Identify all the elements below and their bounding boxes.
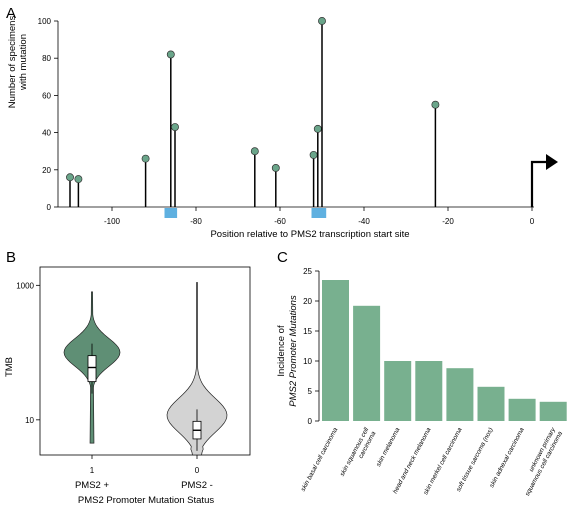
- lollipop-point: [313, 124, 322, 133]
- motif-box: [311, 208, 327, 218]
- bar: [477, 386, 505, 421]
- x-tick-label: -80: [190, 217, 202, 226]
- panel-c-x-axis: skin basal cell carcinoma skin squamous c…: [300, 426, 565, 497]
- panel-b-ylabel: TMB: [4, 357, 15, 377]
- x-tick-label: 0: [195, 466, 200, 475]
- y-tick-label: 60: [42, 91, 51, 100]
- panel-c-bars: [322, 280, 567, 421]
- lollipop-point: [171, 123, 179, 131]
- y-tick-label: 15: [303, 327, 312, 336]
- panel-a-lollipops: [66, 17, 440, 207]
- panel-a-ylabel-line1: Number of specimens: [7, 16, 18, 109]
- y-tick-label: 0: [308, 417, 313, 426]
- bar: [539, 401, 567, 421]
- y-tick-label: 10: [25, 416, 34, 425]
- x-category-label-line: skin basal cell carcinoma: [300, 426, 340, 492]
- panel-a-x-axis: -100 -80 -60 -40 -20 0: [58, 206, 535, 226]
- x-tick-label: -20: [442, 217, 454, 226]
- violin-pms2-neg: [166, 282, 228, 456]
- y-tick-label: 10: [303, 357, 312, 366]
- lollipop-point: [66, 173, 74, 182]
- panel-c-y-axis: 0 5 10 15 20 25: [303, 267, 320, 426]
- panel-c-ylabel-line2: PMS2 Promoter Mutations: [288, 295, 299, 407]
- panel-a-motif-boxes: [164, 208, 327, 218]
- panel-a: A 0 20 40 60 80 100 -100 -80 -60 -40 -20 0 Number …: [6, 5, 558, 240]
- lollipop-point: [271, 163, 280, 172]
- x-category-label: PMS2 -: [181, 480, 213, 491]
- lollipop-point: [166, 50, 175, 59]
- tss-arrow: [530, 154, 558, 207]
- panel-a-y-axis: 0 20 40 60 80 100: [38, 17, 59, 212]
- y-tick-label: 80: [42, 54, 51, 63]
- y-tick-label: 0: [47, 203, 52, 212]
- x-category-label: PMS2 +: [75, 480, 110, 491]
- y-tick-label: 20: [42, 166, 51, 175]
- box-iqr: [87, 355, 97, 383]
- motif-box: [164, 208, 178, 218]
- lollipop-point: [309, 150, 318, 159]
- panel-b-letter: B: [6, 249, 16, 266]
- lollipop-point: [74, 175, 83, 184]
- x-tick-label: 1: [90, 466, 95, 475]
- lollipop-point: [318, 17, 326, 25]
- y-tick-label: 20: [303, 297, 312, 306]
- panel-c-ylabel-line1: Incidence of: [276, 325, 287, 377]
- bar: [322, 280, 349, 421]
- panel-b-x-axis: 1 PMS2 + 0 PMS2 -: [75, 455, 213, 491]
- bar: [446, 368, 474, 421]
- y-tick-label: 25: [303, 267, 312, 276]
- x-category-label-line: skin melanoma: [375, 426, 402, 468]
- x-category-label: unknown primarysquamous cell carcinoma: [517, 426, 564, 497]
- x-tick-label: -60: [274, 217, 286, 226]
- y-tick-label: 100: [38, 17, 52, 26]
- panel-a-ylabel-line2: with mutation: [18, 34, 29, 91]
- panel-c-letter: C: [277, 249, 288, 266]
- y-tick-label: 40: [42, 129, 51, 138]
- x-category-label: skin basal cell carcinoma: [300, 426, 340, 492]
- panel-b-frame: [39, 266, 251, 456]
- panel-a-xlabel: Position relative to PMS2 transcription …: [210, 229, 409, 240]
- bar: [415, 361, 443, 421]
- lollipop-point: [431, 100, 440, 109]
- panel-b-y-axis: 10 1000: [16, 281, 40, 425]
- bar: [508, 398, 536, 421]
- lollipop-point: [250, 147, 259, 156]
- x-category-label-line: skin adnexal carcinoma: [488, 426, 526, 489]
- panel-a-letter: A: [6, 5, 16, 22]
- panel-b-xlabel: PMS2 Promoter Mutation Status: [78, 495, 214, 506]
- lollipop-point: [141, 154, 150, 163]
- x-category-label: skin squamous cellcarcinoma: [339, 426, 378, 481]
- x-tick-label: -40: [358, 217, 370, 226]
- bar: [353, 305, 381, 421]
- y-tick-label: 5: [308, 387, 313, 396]
- bar: [384, 361, 412, 421]
- x-category-label: skin adnexal carcinoma: [488, 426, 526, 489]
- y-tick-label: 1000: [16, 281, 34, 290]
- panel-b: B 10 1000 1 PMS2 + 0 PMS2 - TMB PMS2 Promote…: [4, 249, 251, 506]
- panel-b-violins: [63, 282, 228, 456]
- x-tick-label: 0: [530, 217, 535, 226]
- x-category-label: skin melanoma: [375, 426, 402, 468]
- x-tick-label: -100: [104, 217, 121, 226]
